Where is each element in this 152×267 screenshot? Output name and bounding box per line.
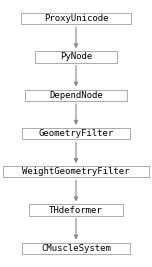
Text: WeightGeometryFilter: WeightGeometryFilter [22,167,130,176]
Text: CMuscleSystem: CMuscleSystem [41,244,111,253]
Text: THdeformer: THdeformer [49,206,103,214]
Text: GeometryFilter: GeometryFilter [38,129,114,138]
FancyBboxPatch shape [21,13,131,25]
FancyBboxPatch shape [22,242,130,254]
FancyBboxPatch shape [25,89,127,101]
FancyBboxPatch shape [35,51,117,63]
FancyBboxPatch shape [22,128,130,139]
FancyBboxPatch shape [29,204,123,216]
Text: ProxyUnicode: ProxyUnicode [44,14,108,23]
Text: PyNode: PyNode [60,53,92,61]
FancyBboxPatch shape [3,166,149,178]
Text: DependNode: DependNode [49,91,103,100]
